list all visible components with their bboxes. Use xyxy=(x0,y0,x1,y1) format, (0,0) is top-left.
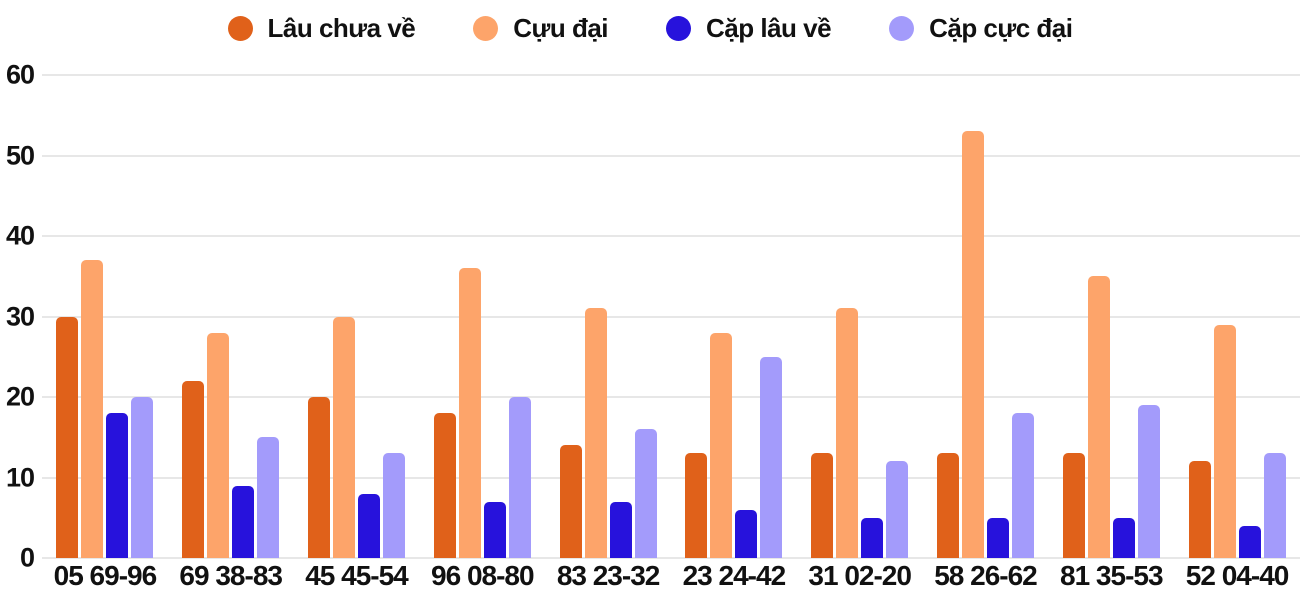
legend-label: Cựu đại xyxy=(513,12,609,43)
legend-item-3[interactable]: Cặp cực đại xyxy=(889,12,1073,44)
bar-05_69-96-series-3[interactable] xyxy=(131,397,154,558)
bar-83_23-32-series-2[interactable] xyxy=(609,501,632,558)
bar-81_35-53-series-2[interactable] xyxy=(1112,517,1135,558)
bar-58_26-62-series-0[interactable] xyxy=(936,453,959,558)
bar-groups xyxy=(42,75,1300,558)
bar-05_69-96-series-1[interactable] xyxy=(81,260,104,558)
bar-96_08-80-series-3[interactable] xyxy=(508,397,531,558)
bar-group-7 xyxy=(923,75,1049,558)
bar-23_24-42-series-1[interactable] xyxy=(710,332,733,558)
legend-dot-icon xyxy=(473,15,499,41)
bar-31_02-20-series-3[interactable] xyxy=(886,461,909,558)
bar-05_69-96-series-0[interactable] xyxy=(56,316,79,558)
legend-label: Cặp lâu về xyxy=(706,12,832,43)
bar-69_38-83-series-0[interactable] xyxy=(182,380,205,558)
bar-group-4 xyxy=(545,75,671,558)
x-tick-label: 96 08-80 xyxy=(431,560,535,591)
bar-group-8 xyxy=(1048,75,1174,558)
x-tick-label: 52 04-40 xyxy=(1185,560,1290,591)
bar-group-1 xyxy=(168,75,294,558)
bar-58_26-62-series-1[interactable] xyxy=(961,131,984,558)
bar-group-9 xyxy=(1174,75,1300,558)
bar-45_45-54-series-3[interactable] xyxy=(382,453,405,558)
bar-96_08-80-series-2[interactable] xyxy=(483,501,506,558)
bar-group-3 xyxy=(419,75,545,558)
y-tick-label: 20 xyxy=(5,381,35,412)
bar-96_08-80-series-1[interactable] xyxy=(458,268,481,558)
legend-item-2[interactable]: Cặp lâu về xyxy=(666,12,832,44)
x-tick-label: 69 38-83 xyxy=(179,560,283,591)
bar-group-6 xyxy=(797,75,923,558)
gridline xyxy=(42,74,1300,76)
bar-45_45-54-series-1[interactable] xyxy=(332,316,355,558)
bar-group-0 xyxy=(42,75,168,558)
bar-23_24-42-series-3[interactable] xyxy=(760,356,783,558)
bar-69_38-83-series-3[interactable] xyxy=(257,437,280,558)
bar-52_04-40-series-1[interactable] xyxy=(1213,324,1236,558)
bar-31_02-20-series-2[interactable] xyxy=(861,517,884,558)
bar-52_04-40-series-3[interactable] xyxy=(1263,453,1286,558)
bar-23_24-42-series-2[interactable] xyxy=(735,509,758,558)
bar-52_04-40-series-0[interactable] xyxy=(1188,461,1211,558)
gridline xyxy=(42,235,1300,237)
bar-23_24-42-series-0[interactable] xyxy=(685,453,708,558)
x-tick-label: 58 26-62 xyxy=(934,560,1038,591)
legend-dot-icon xyxy=(666,15,692,41)
bar-52_04-40-series-2[interactable] xyxy=(1238,525,1261,558)
bar-58_26-62-series-2[interactable] xyxy=(986,517,1009,558)
bar-81_35-53-series-0[interactable] xyxy=(1062,453,1085,558)
y-tick-label: 0 xyxy=(19,542,35,573)
legend-dot-icon xyxy=(889,15,915,41)
x-tick-label: 31 02-20 xyxy=(808,560,912,591)
legend-dot-icon xyxy=(227,15,253,41)
legend-label: Lâu chưa về xyxy=(267,12,416,43)
x-tick-label: 83 23-32 xyxy=(556,560,661,591)
y-tick-label: 30 xyxy=(5,301,35,331)
bar-96_08-80-series-0[interactable] xyxy=(433,413,456,558)
plot-area xyxy=(42,74,1300,559)
legend-item-0[interactable]: Lâu chưa về xyxy=(227,12,416,44)
bar-45_45-54-series-2[interactable] xyxy=(357,493,380,558)
bar-58_26-62-series-3[interactable] xyxy=(1011,413,1034,558)
bar-69_38-83-series-2[interactable] xyxy=(232,485,255,558)
bar-31_02-20-series-1[interactable] xyxy=(836,308,859,558)
bar-83_23-32-series-1[interactable] xyxy=(584,308,607,558)
y-axis: 0 10 20 30 40 50 60 xyxy=(0,0,35,600)
bar-05_69-96-series-2[interactable] xyxy=(106,413,129,558)
y-tick-label: 60 xyxy=(5,59,35,90)
x-tick-label: 23 24-42 xyxy=(682,560,787,591)
bar-83_23-32-series-0[interactable] xyxy=(559,445,582,558)
y-tick-label: 10 xyxy=(5,462,35,492)
y-tick-label: 40 xyxy=(5,220,35,251)
x-tick-label: 05 69-96 xyxy=(53,560,158,591)
x-tick-label: 81 35-53 xyxy=(1060,560,1164,591)
bar-45_45-54-series-0[interactable] xyxy=(307,397,330,558)
bar-31_02-20-series-0[interactable] xyxy=(811,453,834,558)
bar-81_35-53-series-1[interactable] xyxy=(1087,276,1110,558)
bar-69_38-83-series-1[interactable] xyxy=(207,332,230,558)
legend-label: Cặp cực đại xyxy=(929,12,1073,43)
y-tick-label: 50 xyxy=(5,140,35,170)
gridline xyxy=(42,396,1300,398)
gridline xyxy=(42,315,1300,318)
gridline xyxy=(42,557,1300,559)
bar-81_35-53-series-3[interactable] xyxy=(1137,405,1160,558)
gridline xyxy=(42,476,1300,479)
bar-group-5 xyxy=(671,75,797,558)
bar-group-2 xyxy=(294,75,420,558)
x-tick-label: 45 45-54 xyxy=(305,560,409,591)
chart-legend: Lâu chưa về Cựu đại Cặp lâu về Cặp cực đại xyxy=(0,6,1300,50)
legend-item-1[interactable]: Cựu đại xyxy=(473,12,609,44)
x-axis: 05 69-96 69 38-83 45 45-54 96 08-80 83 23-32… xyxy=(42,560,1300,600)
gridline xyxy=(42,154,1300,157)
bar-83_23-32-series-3[interactable] xyxy=(634,429,657,558)
